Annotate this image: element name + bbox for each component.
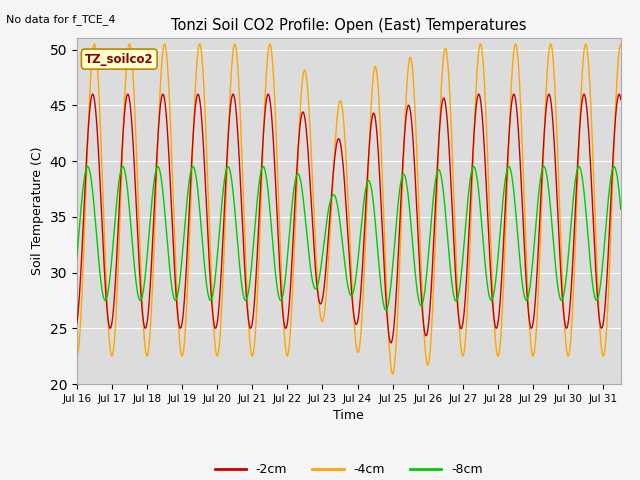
Text: No data for f_TCE_4: No data for f_TCE_4 xyxy=(6,14,116,25)
Y-axis label: Soil Temperature (C): Soil Temperature (C) xyxy=(31,147,44,276)
Title: Tonzi Soil CO2 Profile: Open (East) Temperatures: Tonzi Soil CO2 Profile: Open (East) Temp… xyxy=(171,18,527,33)
Legend: -2cm, -4cm, -8cm: -2cm, -4cm, -8cm xyxy=(210,458,488,480)
X-axis label: Time: Time xyxy=(333,409,364,422)
Text: TZ_soilco2: TZ_soilco2 xyxy=(85,53,154,66)
